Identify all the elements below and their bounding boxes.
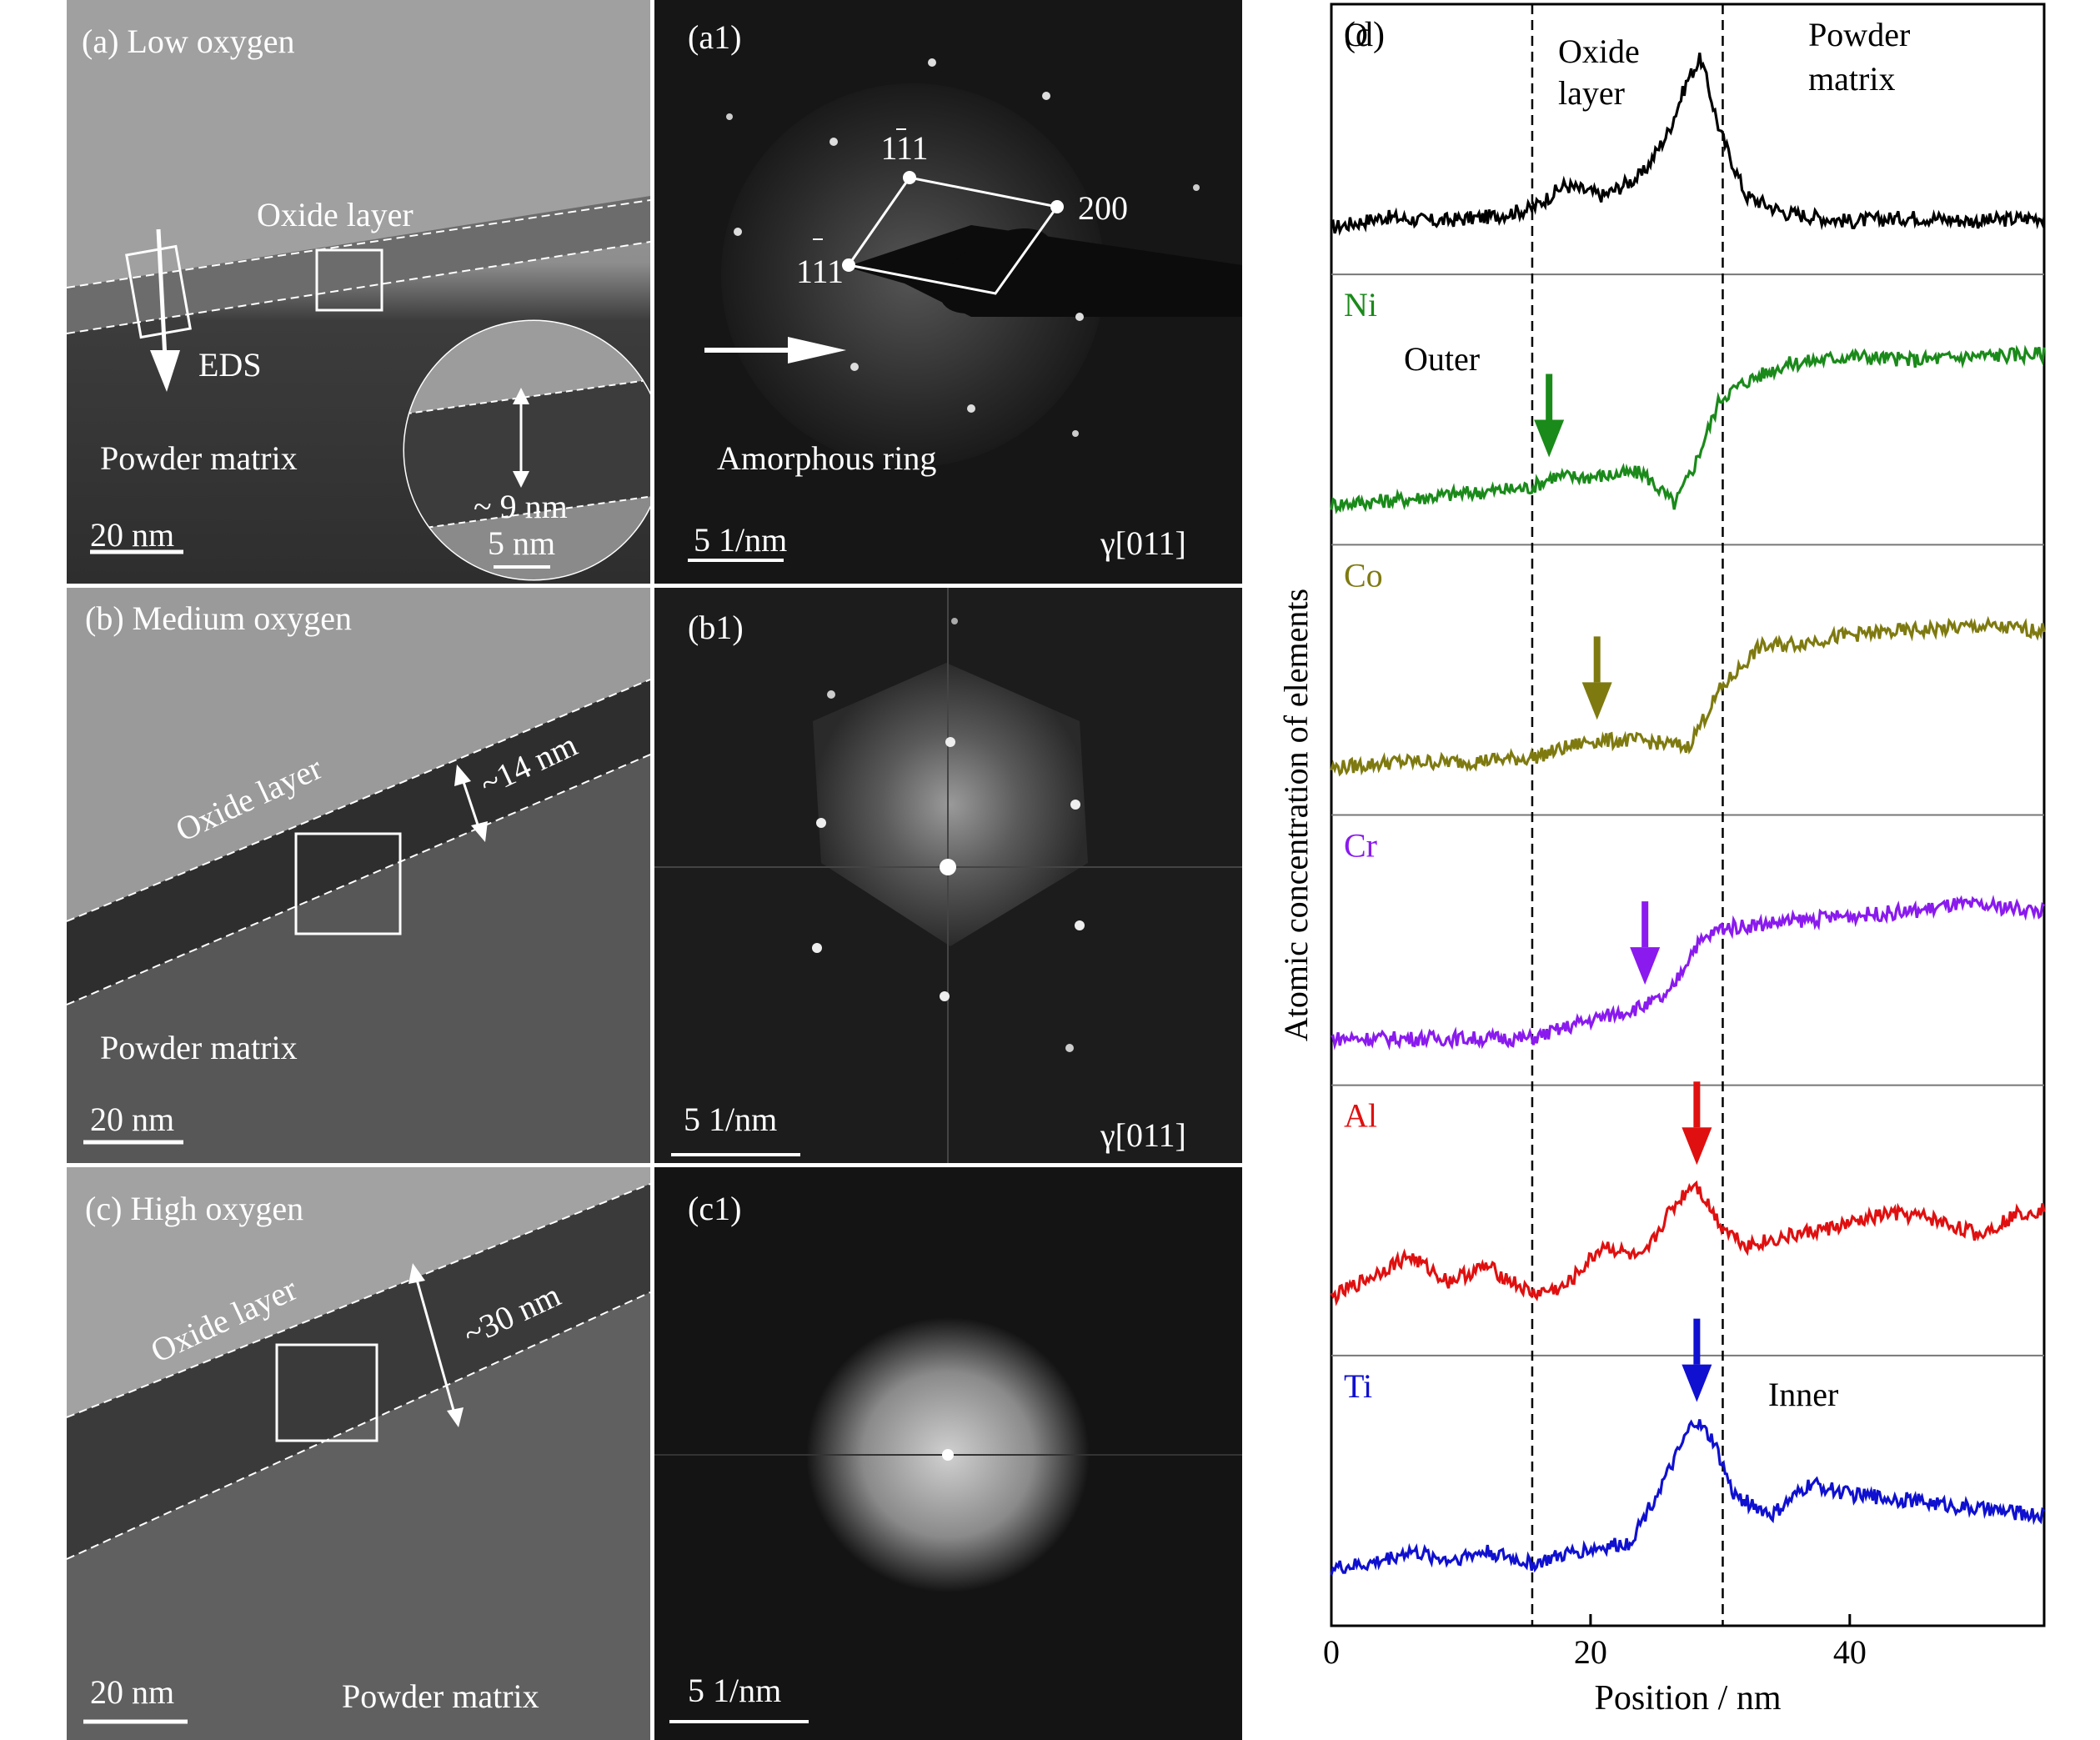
panel-a: (a) Low oxygen Oxide layer EDS Powder ma… [67,0,650,584]
matrix-region-label: matrix [1808,60,1895,98]
series-line-co [1330,615,2046,777]
eds-label: EDS [198,346,262,384]
powder-matrix-label: Powder matrix [100,439,298,477]
series-line-cr [1331,895,2046,1051]
inset-scale-label: 5 nm [488,524,556,562]
zone-axis-label: γ[011] [1100,524,1186,562]
series-label-ti: Ti [1344,1367,1372,1405]
panel-a-image [67,0,650,584]
oxide-region-label: Oxide [1558,33,1640,70]
scale-bar-label: 20 nm [90,516,175,554]
series-line-ti [1330,1419,2046,1576]
scale-bar-label: 5 1/nm [684,1101,778,1138]
inner-label: Inner [1768,1376,1838,1413]
matrix-region-label: Powder [1808,16,1910,53]
panel-a1-image [654,0,1242,584]
panel-c-label: (c) High oxygen [85,1190,304,1227]
panel-a1: (a1) 111 111 200 Amorphous ring 5 1/nm γ… [654,0,1242,584]
x-tick-label: 40 [1833,1633,1867,1671]
panel-b1-label: (b1) [688,609,744,646]
series-label-al: Al [1344,1097,1377,1135]
series-line-ni [1330,344,2046,514]
oxide-layer-label: Oxide layer [257,196,413,233]
panel-c1: (c1) 5 1/nm [654,1167,1242,1740]
amorphous-ring-label: Amorphous ring [717,439,937,477]
x-tick-label: 0 [1323,1633,1340,1671]
series-label-co: Co [1344,556,1383,594]
panel-b-image [67,588,650,1163]
panel-a1-label: (a1) [688,18,742,56]
spot-200-label: 200 [1078,189,1128,227]
marker-arrow-head-cr [1630,947,1661,985]
series-label-o: O [1344,16,1368,53]
panel-b: (b) Medium oxygen Oxide layer ~14 nm Pow… [67,588,650,1163]
panel-b1: (b1) 5 1/nm γ[011] [654,588,1242,1163]
series-label-cr: Cr [1344,827,1377,865]
scale-bar-label: 20 nm [90,1101,175,1138]
zone-axis-label: γ[011] [1100,1116,1186,1154]
marker-arrow-head-co [1581,682,1612,720]
spot-111-top-label: 111 [880,129,929,167]
marker-arrow-head-ti [1682,1364,1712,1402]
panel-c-image [67,1167,650,1740]
powder-matrix-label: Powder matrix [100,1029,298,1066]
panel-c1-image [654,1167,1242,1740]
panel-c1-label: (c1) [688,1190,742,1227]
marker-arrow-head-al [1682,1127,1712,1166]
panel-b-label: (b) Medium oxygen [85,599,352,637]
scale-bar-label: 20 nm [90,1673,175,1711]
thickness-label: ~ 9 nm [474,488,568,525]
eds-line-scan-chart: 0 20 40 Position / nm Atomic concentration o… [1277,3,2046,1717]
marker-arrow-head-ni [1534,419,1565,458]
x-axis-label: Position / nm [1594,1679,1781,1717]
panel-b1-image [654,588,1242,1163]
scale-bar-label: 5 1/nm [694,521,788,559]
powder-matrix-label: Powder matrix [342,1677,539,1715]
oxide-region-label: layer [1558,74,1625,112]
panel-c: (c) High oxygen Oxide layer ~30 nm Powde… [67,1167,650,1740]
scale-bar-label: 5 1/nm [688,1672,782,1709]
chart-panel-label: (d) [1344,16,1385,54]
series-line-o [1331,53,2046,236]
outer-label: Outer [1404,340,1480,378]
series-label-ni: Ni [1344,286,1377,323]
x-tick-label: 20 [1574,1633,1607,1671]
spot-111-left-label: 111 [796,253,845,290]
series-line-al [1330,1180,2046,1306]
panel-a-label: (a) Low oxygen [82,23,295,60]
y-axis-label: Atomic concentration of elements [1277,589,1315,1041]
